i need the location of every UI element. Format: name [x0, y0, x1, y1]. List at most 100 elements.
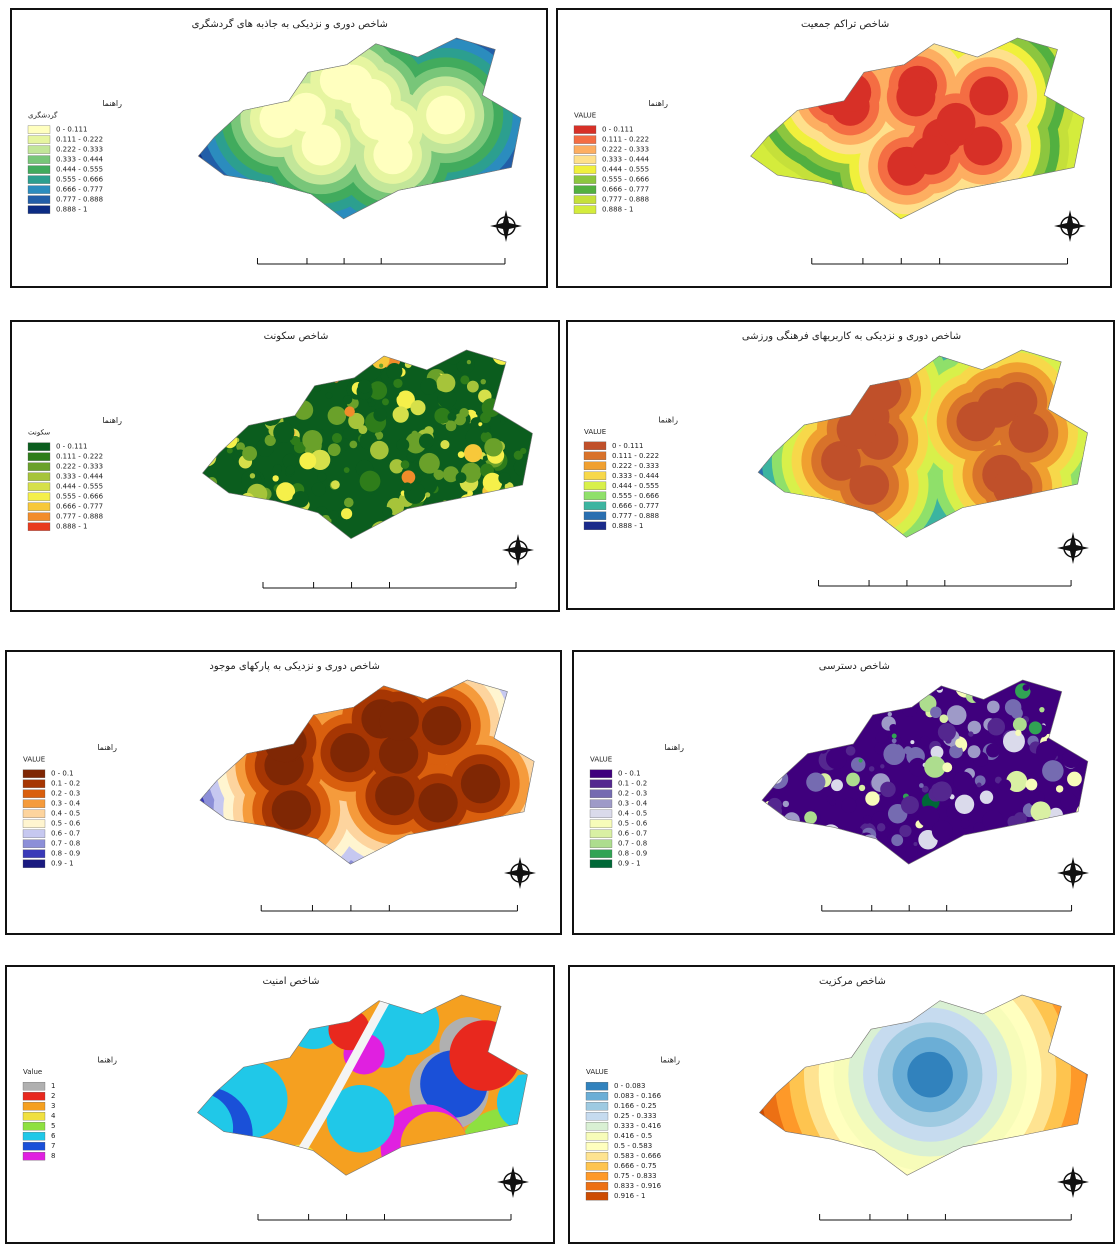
legend-swatch	[23, 780, 45, 788]
map-zone	[911, 136, 950, 175]
legend-label: 0.916 - 1	[614, 1192, 645, 1200]
map-zone	[831, 779, 843, 791]
legend-swatch	[23, 800, 45, 808]
legend-swatch	[23, 810, 45, 818]
legend-swatch	[584, 482, 606, 490]
legend-label: 7	[51, 1142, 55, 1150]
map-zone	[481, 379, 486, 384]
legend-swatch	[584, 452, 606, 460]
legend-label: 0.777 - 0.888	[602, 196, 649, 204]
map-zone	[960, 819, 969, 828]
map-zone	[393, 379, 402, 388]
map-zone	[476, 411, 480, 415]
map-zone	[382, 398, 389, 405]
map-zone	[415, 476, 422, 483]
legend-swatch	[590, 800, 612, 808]
map-zone	[419, 453, 440, 474]
legend-swatch	[590, 820, 612, 828]
legend-swatch	[23, 820, 45, 828]
legend-title: راهنما	[648, 99, 668, 108]
map-zone	[358, 380, 372, 394]
map-zone	[447, 412, 456, 421]
map-zone	[456, 472, 467, 483]
legend-swatch	[23, 1112, 45, 1120]
legend-label: 0.1 - 0.2	[51, 780, 80, 788]
map-zone	[273, 422, 294, 443]
map-zone	[344, 467, 350, 473]
legend-label: 0.777 - 0.888	[56, 196, 103, 204]
legend-swatch	[586, 1182, 608, 1190]
map-zone	[1067, 772, 1082, 787]
map-zone	[341, 508, 352, 519]
map-zone	[302, 430, 322, 450]
map-zone	[880, 764, 884, 768]
legend-swatch	[590, 860, 612, 868]
map-zone	[498, 472, 510, 484]
legend-swatch	[590, 840, 612, 848]
map-zone	[899, 825, 911, 837]
legend-swatch	[28, 156, 50, 164]
legend-title: راهنما	[97, 1056, 117, 1065]
legend-swatch	[584, 502, 606, 510]
legend-label: 0 - 0.111	[56, 126, 87, 134]
legend-label: 0.111 - 0.222	[56, 453, 103, 461]
legend-label: 0.111 - 0.222	[602, 136, 649, 144]
legend-swatch	[28, 206, 50, 214]
legend-swatch	[23, 860, 45, 868]
map-zone	[420, 378, 437, 395]
map-zone	[514, 451, 523, 460]
legend-swatch	[584, 462, 606, 470]
map-zone	[1003, 730, 1025, 752]
legend-label: 0.666 - 0.777	[56, 186, 103, 194]
legend-swatch	[586, 1122, 608, 1130]
map-zone	[343, 395, 352, 404]
map-zone	[826, 748, 847, 769]
legend-swatch	[584, 472, 606, 480]
legend-label: 0.333 - 0.444	[612, 472, 660, 480]
legend-label: 0.25 - 0.333	[614, 1112, 657, 1120]
legend-swatch	[28, 443, 50, 451]
legend-label: 0.3 - 0.4	[51, 800, 81, 808]
map-zone	[414, 394, 420, 400]
legend-field: Value	[23, 1068, 42, 1076]
map-zone	[858, 758, 862, 762]
map-zone	[987, 701, 1000, 714]
map-zone	[1029, 685, 1035, 691]
map-zone	[846, 773, 860, 787]
map-zone	[896, 77, 935, 116]
legend-swatch	[574, 196, 596, 204]
map-zone	[500, 419, 505, 424]
map-zone	[375, 776, 414, 815]
map-title: شاخص سکونت	[264, 331, 329, 342]
map-zone	[919, 783, 924, 788]
map-zone	[227, 448, 233, 454]
map-zone	[425, 492, 430, 497]
legend-label: 0.5 - 0.6	[618, 820, 648, 828]
map-zone	[422, 706, 461, 745]
legend-label: 0.5 - 0.583	[614, 1142, 652, 1150]
legend-swatch	[23, 790, 45, 798]
legend-swatch	[574, 176, 596, 184]
legend-swatch	[590, 850, 612, 858]
map-zone	[906, 846, 918, 858]
legend-label: 3	[51, 1102, 55, 1110]
map-title: شاخص دسترسی	[819, 661, 890, 672]
legend-swatch	[586, 1172, 608, 1180]
map-zone	[459, 408, 468, 417]
legend-label: 4	[51, 1112, 56, 1120]
map-title: شاخص مرکزیت	[819, 976, 886, 987]
map-zone	[370, 441, 389, 460]
legend-field: VALUE	[586, 1068, 608, 1076]
legend-field: VALUE	[574, 112, 596, 120]
legend-label: 0.222 - 0.333	[612, 462, 659, 470]
map-zone	[892, 733, 897, 738]
map-zone	[1039, 707, 1044, 712]
map-zone	[1061, 793, 1078, 810]
map-panel: شاخص دوری و نزدیکی به پارکهای موجودراهنم…	[6, 622, 578, 934]
map-panel: شاخص دوری و نزدیکی به جاذبه های گردشگریر…	[11, 0, 547, 287]
map-zone	[379, 364, 383, 368]
map-zone	[379, 701, 418, 740]
map-zone	[980, 791, 993, 804]
legend-label: 0.333 - 0.416	[614, 1122, 662, 1130]
